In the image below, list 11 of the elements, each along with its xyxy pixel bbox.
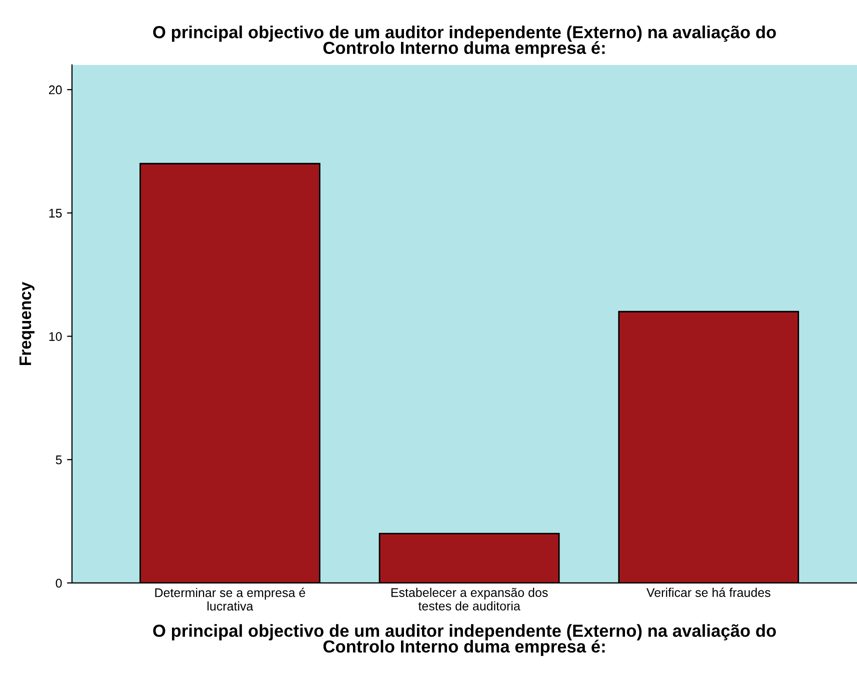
y-tick-label: 15	[49, 208, 62, 218]
y-tick-label: 5	[56, 456, 62, 464]
y-axis-title: Frequency	[20, 282, 34, 365]
x-tick-label: Determinar se a empresa é lucrativa	[155, 588, 306, 611]
x-tick-label: Verificar se há fraudes	[646, 588, 770, 597]
y-tick-label: 10	[49, 332, 62, 341]
x-axis-title: O principal objectivo de um auditor independente (Externo) na avaliação do Controlo Interno duma empresa é:	[153, 624, 776, 656]
y-tick-label: 20	[48, 85, 62, 94]
y-tick-label: 0	[56, 578, 62, 588]
x-tick-label: Estabelecer a expansão dos testes de auditoria	[391, 588, 548, 610]
chart-title: O principal objectivo de um auditor independente (Externo) na avaliação do Controlo Interno duma empresa é:	[153, 26, 776, 58]
